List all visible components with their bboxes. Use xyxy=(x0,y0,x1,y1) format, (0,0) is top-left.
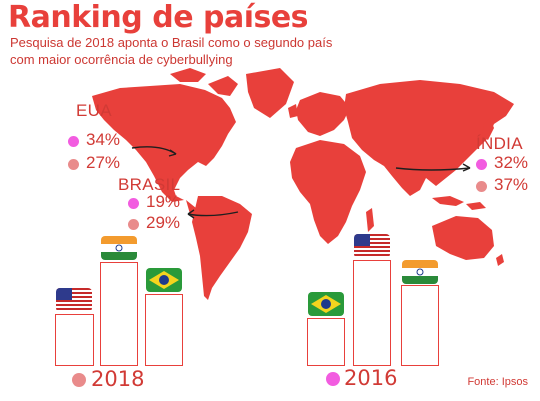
value-india-2016: 32% xyxy=(494,153,529,172)
value-eua-2018: 27% xyxy=(86,153,121,172)
arrow-brasil-head xyxy=(187,209,195,219)
year-label-2016: 2016 xyxy=(344,366,398,390)
bar-2016-brasil xyxy=(307,318,345,366)
dot-2018-eua xyxy=(68,159,79,170)
usa-flag-icon xyxy=(354,234,390,258)
bar-2016-eua xyxy=(353,260,391,366)
year-dot-2018 xyxy=(72,373,86,387)
country-label-india: ÍNDIA xyxy=(476,134,523,153)
country-label-eua: EUA xyxy=(76,101,112,120)
arrow-brasil xyxy=(187,211,239,217)
value-brasil-2018: 29% xyxy=(146,213,181,232)
year-dot-2016 xyxy=(326,372,340,386)
world-map-landmass xyxy=(92,68,514,300)
subtitle: Pesquisa de 2018 aponta o Brasil como o … xyxy=(10,35,333,67)
dot-2016-eua xyxy=(68,136,79,147)
value-brasil-2016: 19% xyxy=(146,192,181,211)
bar-2018-brasil xyxy=(145,294,183,366)
source-credit: Fonte: Ipsos xyxy=(467,376,528,388)
year-label-2018: 2018 xyxy=(91,367,145,391)
brazil-flag-icon xyxy=(146,268,182,292)
dot-2016-brasil xyxy=(128,198,139,209)
annotation-arrows xyxy=(131,146,471,219)
usa-flag-icon xyxy=(56,288,92,312)
country-label-brasil: BRASIL xyxy=(118,175,181,194)
arrow-india-head xyxy=(462,163,471,172)
india-flag-icon xyxy=(101,236,137,260)
india-flag-icon xyxy=(402,260,438,284)
value-india-2018: 37% xyxy=(494,175,529,194)
bar-2016-india xyxy=(401,285,439,366)
page-title: Ranking de países xyxy=(8,0,309,35)
arrow-india xyxy=(395,167,471,171)
value-eua-2016: 34% xyxy=(86,130,121,149)
dot-2018-brasil xyxy=(128,219,139,230)
arrow-eua-head xyxy=(168,149,177,157)
dot-2018-india xyxy=(476,181,487,192)
bar-2018-india xyxy=(100,262,138,366)
dot-2016-india xyxy=(476,159,487,170)
brazil-flag-icon xyxy=(308,292,344,316)
bar-2018-eua xyxy=(55,314,94,366)
